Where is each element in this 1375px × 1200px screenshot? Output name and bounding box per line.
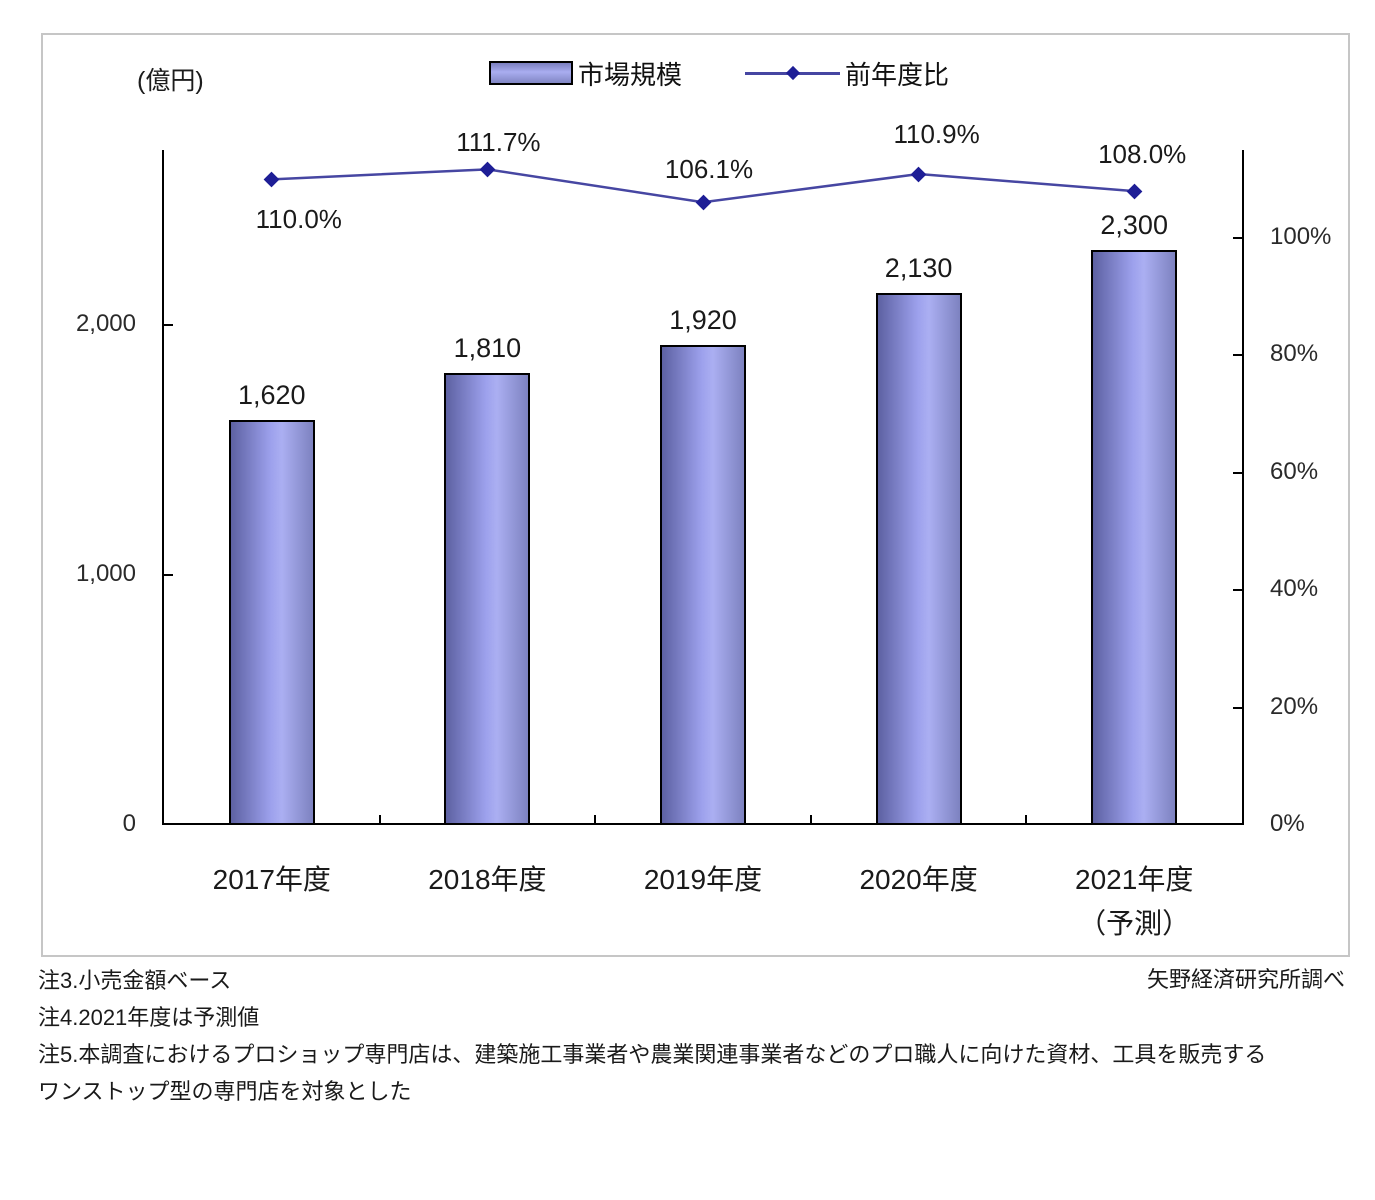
bar-market-size	[228, 420, 315, 825]
footnote-line: 注4.2021年度は予測値	[38, 1005, 260, 1030]
x-axis-tick	[378, 815, 381, 823]
bar-value-label: 1,620	[238, 380, 306, 410]
x-axis-tick	[1025, 815, 1028, 823]
bar-value-label: 1,810	[453, 332, 522, 363]
y-axis-left-tick-label: 1,000	[75, 560, 136, 587]
x-axis-category-sublabel: （予測）	[1078, 908, 1191, 939]
x-axis-category-label: 2020年度	[859, 864, 978, 895]
chart-area: (億円) 市場規模 前年度比 0 1,000 2,000 0% 20% 40% 60% 80%…	[43, 35, 1348, 955]
y-axis-right-tick-label: 0%	[1270, 810, 1305, 837]
y-axis-right-tick	[1233, 706, 1242, 709]
y-axis-right-tick	[1233, 589, 1242, 592]
x-axis-category-label: 2017年度	[212, 864, 331, 895]
y-axis-right-tick-label: 100%	[1270, 223, 1332, 251]
y-axis-right-tick-label: 60%	[1270, 457, 1319, 485]
legend-label-yoy-ratio: 前年度比	[845, 59, 950, 90]
bar-series-swatch-icon	[489, 61, 573, 85]
chart-frame: (億円) 市場規模 前年度比 0 1,000 2,000 0% 20% 40% 60% 80%…	[41, 33, 1350, 957]
y-axis-right	[1242, 150, 1244, 825]
footnotes: 注3.小売金額ベース 注4.2021年度は予測値 注5.本調査におけるプロショッ…	[38, 962, 1266, 1110]
y-axis-left-tick	[164, 324, 173, 326]
x-axis-tick	[809, 815, 812, 823]
yoy-value-label: 111.7%	[456, 127, 541, 158]
bar-value-label: 2,130	[884, 252, 953, 283]
x-axis-category-label: 2021年度	[1075, 864, 1194, 895]
yoy-value-label: 110.9%	[893, 119, 980, 150]
legend-item-market-size: 市場規模	[489, 59, 682, 90]
footnote-line: ワンストップ型の専門店を対象とした	[38, 1079, 412, 1104]
y-axis-right-tick	[1233, 354, 1242, 357]
y-axis-left-tick-label: 0	[122, 810, 136, 837]
source-credit: 矢野経済研究所調べ	[1146, 967, 1345, 992]
left-axis-unit-label: (億円)	[137, 67, 204, 95]
bar-market-size	[1091, 250, 1178, 825]
legend-item-yoy-ratio: 前年度比	[745, 59, 949, 90]
y-axis-right-tick-label: 80%	[1270, 340, 1319, 368]
bar-market-size	[444, 372, 531, 825]
footnote-line: 注5.本調査におけるプロショップ専門店は、建築施工事業者や農業関連事業者などのプ…	[38, 1042, 1267, 1067]
x-axis-category-label: 2018年度	[428, 864, 547, 895]
yoy-value-label: 106.1%	[664, 154, 754, 185]
x-axis-category-label: 2019年度	[643, 864, 763, 895]
y-axis-right-tick	[1233, 237, 1242, 240]
line-series-swatch-icon	[745, 59, 840, 87]
yoy-value-label: 110.0%	[255, 204, 342, 235]
y-axis-right-tick-label: 40%	[1270, 575, 1319, 603]
bar-value-label: 1,920	[669, 305, 737, 335]
footnote-line: 注3.小売金額ベース	[38, 968, 232, 993]
y-axis-right-tick	[1233, 471, 1242, 474]
y-axis-left-tick	[164, 574, 173, 576]
y-axis-left	[162, 150, 164, 825]
y-axis-left-tick-label: 2,000	[75, 310, 136, 337]
legend-label-market-size: 市場規模	[578, 59, 683, 90]
bar-value-label: 2,300	[1100, 210, 1168, 240]
bar-market-size	[660, 345, 746, 825]
y-axis-right-tick-label: 20%	[1270, 692, 1319, 720]
yoy-value-label: 108.0%	[1098, 139, 1187, 170]
bar-market-size	[875, 292, 962, 825]
x-axis-tick	[594, 815, 597, 823]
